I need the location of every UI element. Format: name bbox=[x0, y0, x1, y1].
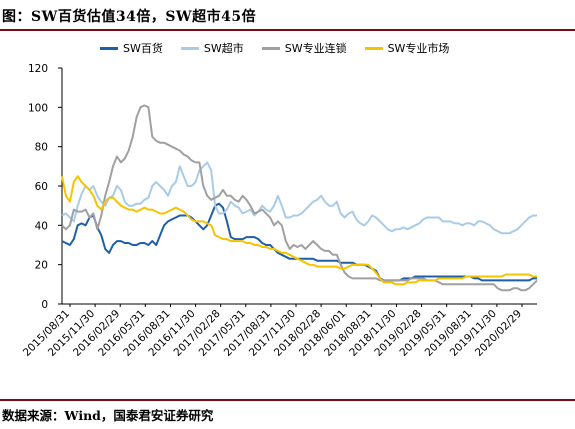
chart-title: 图：SW百货估值34倍，SW超市45倍 bbox=[2, 9, 257, 25]
legend-swatch bbox=[364, 46, 383, 50]
bottom-rule bbox=[0, 399, 575, 401]
title-bar: 图：SW百货估值34倍，SW超市45倍 bbox=[0, 0, 575, 30]
legend-item-chaoshi: SW超市 bbox=[180, 40, 244, 56]
y-tick-label: 100 bbox=[28, 102, 48, 114]
legend-swatch bbox=[100, 46, 118, 50]
series-line-3 bbox=[61, 175, 537, 286]
legend-item-baihuo: SW百货 bbox=[100, 40, 163, 56]
chart-legend: SW百货 SW超市 SW专业连锁 SW专业市场 bbox=[100, 40, 467, 56]
legend-item-zhuanye-shichang: SW专业市场 bbox=[364, 40, 450, 56]
y-tick-label: 60 bbox=[35, 181, 48, 193]
y-tick-label: 40 bbox=[35, 220, 48, 232]
y-tick-label: 120 bbox=[28, 63, 48, 75]
y-tick-label: 20 bbox=[35, 260, 48, 272]
series-line-1 bbox=[61, 161, 537, 235]
legend-label: SW专业连锁 bbox=[284, 42, 347, 55]
legend-swatch bbox=[180, 46, 199, 50]
source-note: 数据来源：Wind，国泰君安证券研究 bbox=[2, 408, 214, 423]
legend-label: SW百货 bbox=[123, 42, 163, 55]
legend-item-zhuanye-liansuo: SW专业连锁 bbox=[261, 40, 347, 56]
legend-label: SW超市 bbox=[203, 42, 244, 55]
y-tick-label: 0 bbox=[41, 299, 48, 311]
top-rule bbox=[0, 29, 575, 31]
legend-swatch bbox=[261, 46, 280, 50]
legend-label: SW专业市场 bbox=[387, 42, 450, 55]
y-tick-label: 80 bbox=[35, 142, 48, 154]
series-line-2 bbox=[61, 104, 538, 292]
